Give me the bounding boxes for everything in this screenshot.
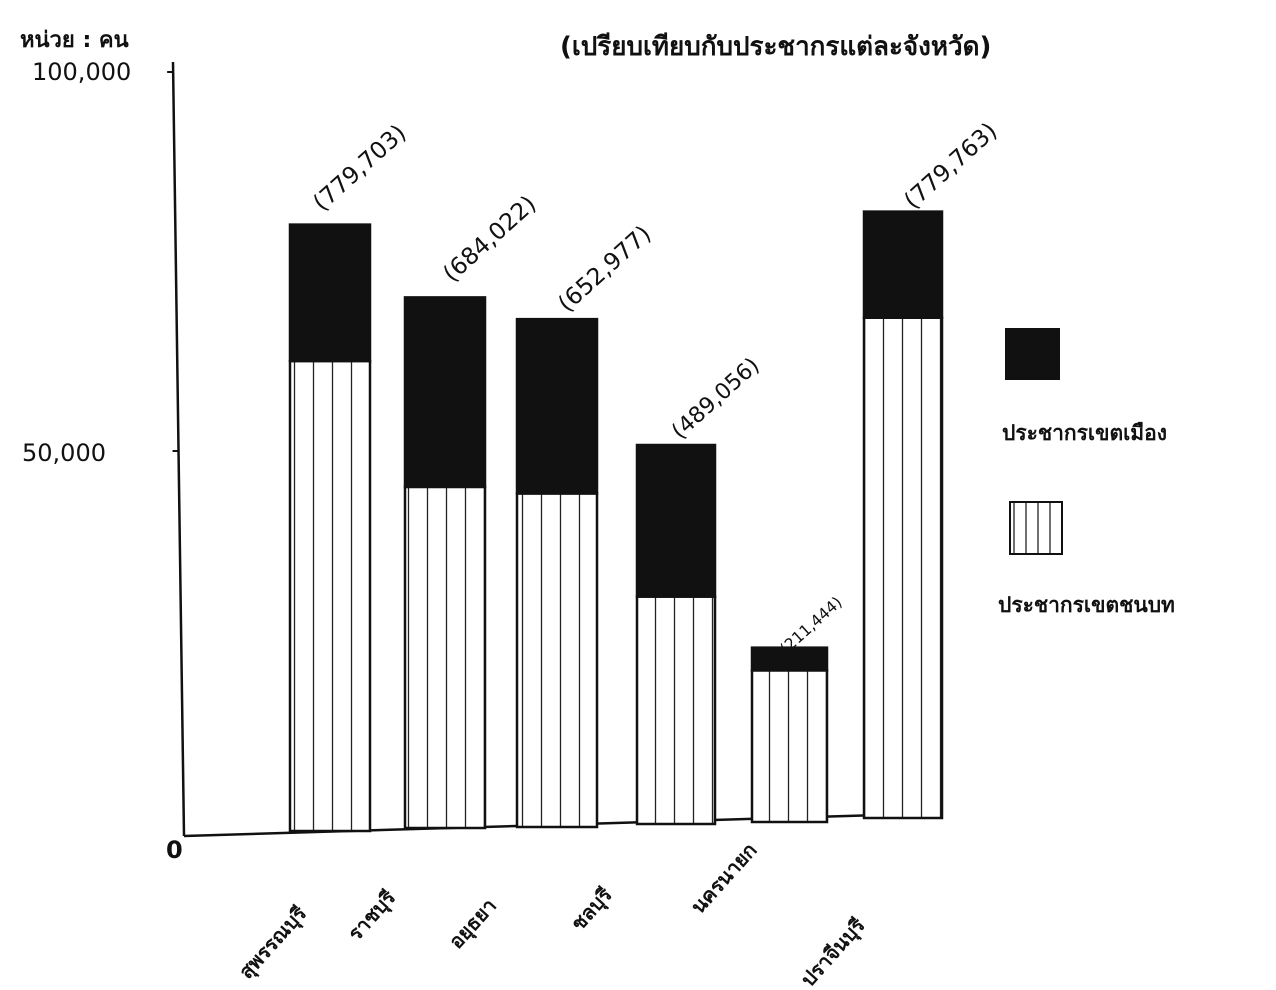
category-labels: สุพรรณบุรี ราชบุรี อยุธยา ชลบุรี นครนายกปราจ… xyxy=(234,838,871,990)
bar-total-label: (652,977) xyxy=(552,220,656,318)
y-axis-unit-label: หน่วย : คน xyxy=(20,28,129,53)
bar-rural-1 xyxy=(403,485,487,830)
y-tick-label: 100,000 xyxy=(32,58,131,86)
bar-rural-3 xyxy=(635,595,717,826)
y-axis-ticks: 100,000 50,000 0 xyxy=(22,58,183,864)
bar-urban-0 xyxy=(288,223,372,363)
bar-total-label: (779,763) xyxy=(898,117,1002,215)
bar-urban-4 xyxy=(750,646,829,672)
category-label: ปราจีนบุรี xyxy=(796,913,871,990)
bar-rural-5 xyxy=(862,316,944,820)
bars-group xyxy=(288,210,944,833)
bar-rural-2 xyxy=(515,492,599,829)
legend-swatch-urban xyxy=(1005,328,1060,380)
bar-urban-3 xyxy=(635,443,717,598)
category-label: ชลบุรี xyxy=(566,882,618,936)
bar-total-label: (489,056) xyxy=(667,352,765,444)
bar-urban-1 xyxy=(403,296,487,489)
bar-rural-0 xyxy=(288,359,372,833)
category-label: นครนายก xyxy=(686,838,762,918)
legend-label-urban: ประชากรเขตเมือง xyxy=(1002,421,1167,445)
category-label: สุพรรณบุรี xyxy=(234,901,312,984)
chart-title: (เปรียบเทียบกับประชากรแต่ละจังหวัด) xyxy=(560,32,991,62)
legend-label-rural: ประชากรเขตชนบท xyxy=(998,593,1175,617)
bar-urban-5 xyxy=(862,210,944,319)
bar-rural-4 xyxy=(750,669,829,824)
y-tick-label: 0 xyxy=(166,836,183,864)
category-label: ราชบุรี xyxy=(343,885,401,946)
legend-swatch-rural xyxy=(1009,501,1063,555)
y-tick-label: 50,000 xyxy=(22,439,106,467)
category-label: อยุธยา xyxy=(444,894,502,954)
bar-total-label: (779,703) xyxy=(307,119,411,217)
legend: ประชากรเขตเมือง ประชากรเขตชนบท xyxy=(998,328,1175,617)
bar-total-label: (684,022) xyxy=(437,190,541,288)
y-axis xyxy=(171,61,186,837)
bar-urban-2 xyxy=(515,317,599,495)
